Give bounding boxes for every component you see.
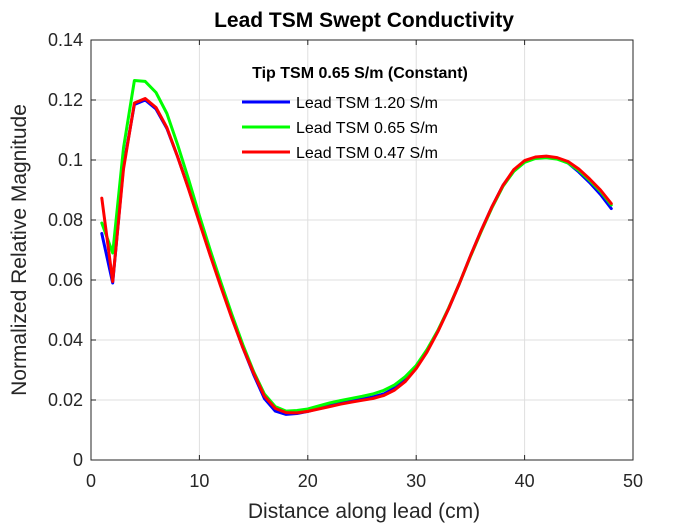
y-axis-label: Normalized Relative Magnitude	[8, 104, 31, 396]
legend-entries: Lead TSM 1.20 S/m Lead TSM 0.65 S/m Lead T…	[242, 95, 438, 162]
axis-ticks: 0 10 20 30 40 50 0 0.02 0.04 0.06 0.08 0.1 0.12 0.14	[48, 30, 643, 491]
y-tick-label: 0	[73, 450, 83, 470]
y-tick-label: 0.1	[58, 150, 83, 170]
y-tick-label: 0.04	[48, 330, 83, 350]
y-tick-label: 0.08	[48, 210, 83, 230]
legend: Tip TSM 0.65 S/m (Constant) Lead TSM 1.2…	[242, 65, 468, 162]
y-tick-label: 0.12	[48, 90, 83, 110]
x-tick-label: 10	[189, 471, 209, 491]
legend-label-2: Lead TSM 0.65 S/m	[296, 120, 438, 137]
y-tick-label: 0.06	[48, 270, 83, 290]
series-line-2	[100, 79, 613, 413]
legend-label-3: Lead TSM 0.47 S/m	[296, 145, 438, 162]
series-lines	[100, 79, 613, 416]
plot-area-border	[90, 39, 634, 461]
x-tick-label: 30	[406, 471, 426, 491]
chart-title: Lead TSM Swept Conductivity	[214, 9, 514, 32]
legend-title: Tip TSM 0.65 S/m (Constant)	[252, 65, 468, 82]
x-axis-label: Distance along lead (cm)	[248, 500, 480, 523]
legend-label-1: Lead TSM 1.20 S/m	[296, 95, 438, 112]
x-tick-label: 40	[515, 471, 535, 491]
x-tick-label: 20	[298, 471, 318, 491]
y-tick-label: 0.02	[48, 390, 83, 410]
y-tick-label: 0.14	[48, 30, 83, 50]
x-tick-label: 50	[623, 471, 643, 491]
series-line-3	[100, 97, 613, 415]
x-tick-label: 0	[86, 471, 96, 491]
